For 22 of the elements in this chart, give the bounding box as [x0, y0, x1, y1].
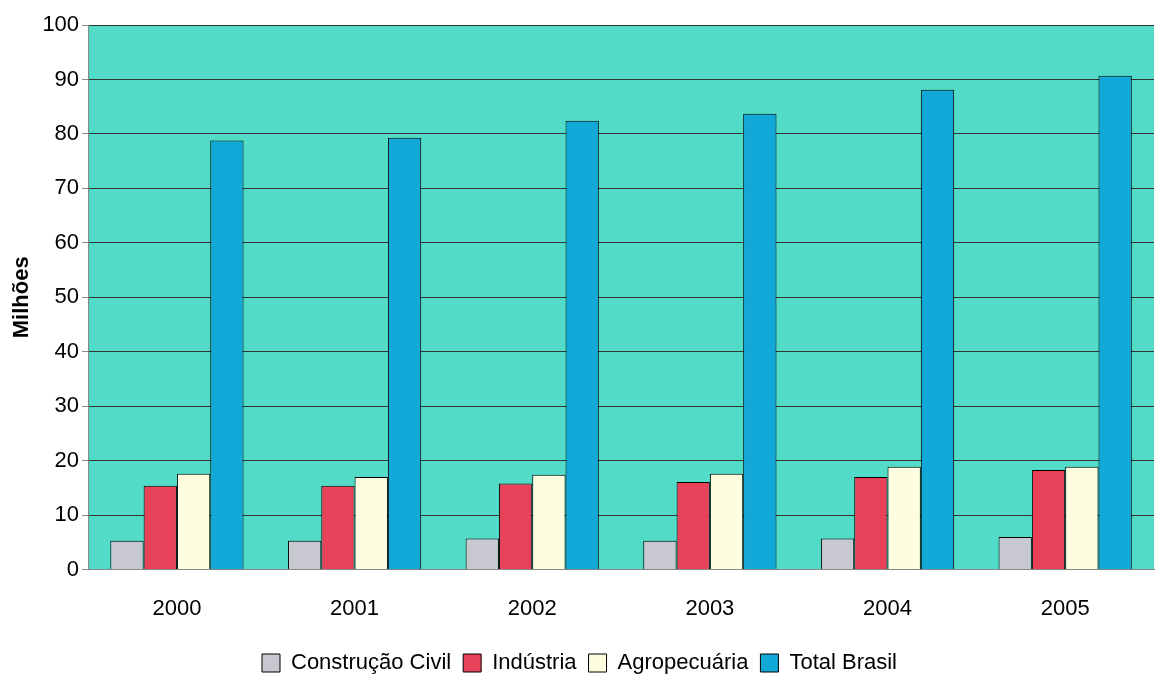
- y-tick-label: 90: [54, 65, 80, 91]
- legend-label: Agropecuária: [617, 649, 750, 675]
- x-tick-label: 2003: [685, 594, 735, 620]
- x-tick-label: 2002: [507, 594, 557, 620]
- y-tick-label: 0: [66, 555, 80, 581]
- y-tick-label: 40: [54, 337, 80, 363]
- legend-label: Construção Civil: [291, 649, 452, 675]
- x-tick-label: 2004: [863, 594, 912, 620]
- y-tick-label: 20: [54, 446, 80, 472]
- x-tick-label: 2000: [152, 594, 202, 620]
- x-tick-label: 2005: [1040, 594, 1090, 620]
- legend-label: Indústria: [492, 649, 578, 675]
- y-axis-title: Milhões: [8, 256, 34, 339]
- y-tick-label: 30: [54, 392, 80, 418]
- y-tick-label: 70: [54, 174, 80, 200]
- legend-label: Total Brasil: [789, 649, 897, 675]
- y-tick-label: 50: [54, 283, 80, 309]
- y-tick-label: 60: [54, 228, 80, 254]
- y-tick-label: 80: [54, 119, 80, 145]
- y-tick-label: 10: [54, 501, 80, 527]
- y-tick-label: 100: [42, 11, 80, 37]
- x-tick-label: 2001: [330, 594, 380, 620]
